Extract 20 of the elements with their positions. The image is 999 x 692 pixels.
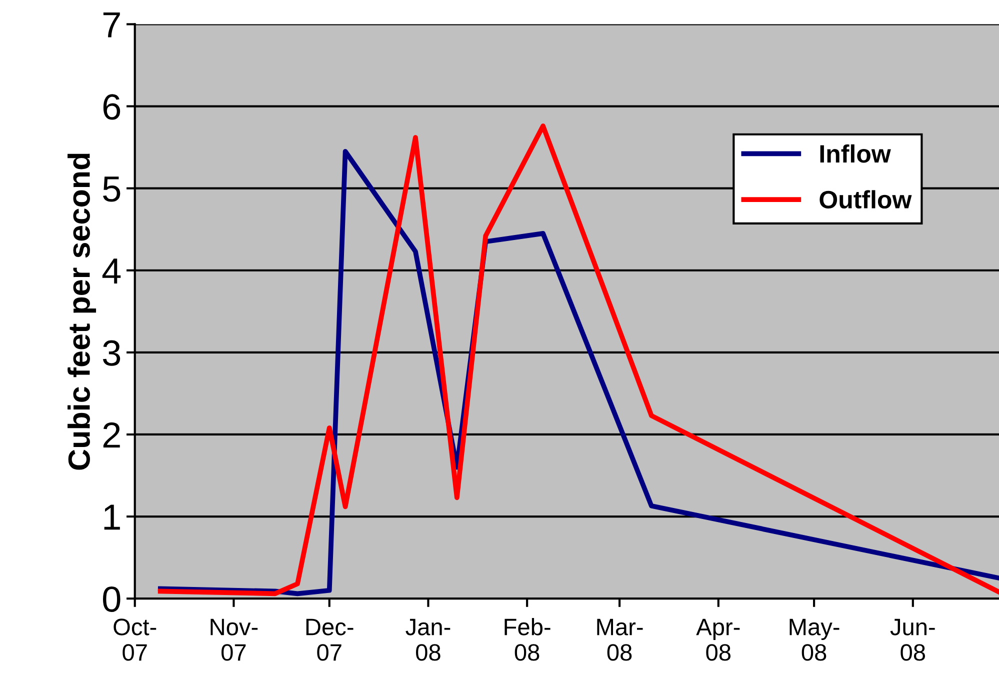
y-tick-label: 1 [104,504,120,530]
x-tick-label: Jan- 08 [406,618,450,661]
y-tick-label: 7 [103,12,120,38]
y-tick-label: 2 [103,422,120,448]
y-axis-title: Cubic feet per second [68,154,96,470]
y-tick-label: 6 [103,94,120,120]
y-tick-label: 3 [102,340,120,366]
x-tick-label: Mar- 08 [597,618,643,661]
y-tick-label: 5 [103,176,120,202]
x-tick-label: Oct- 07 [114,618,156,661]
y-tick-label: 0 [103,586,120,612]
x-tick-label: Feb- 08 [504,618,550,661]
x-tick-label: Dec- 07 [306,618,354,661]
legend-label: Inflow [820,144,891,163]
x-tick-label: Apr- 08 [696,618,740,661]
x-tick-label: Jun- 08 [890,618,935,661]
y-tick-label: 4 [102,258,121,284]
x-tick-label: May- 08 [790,618,840,661]
legend-label: Outflow [820,190,912,209]
x-tick-label: Nov- 07 [210,618,258,661]
